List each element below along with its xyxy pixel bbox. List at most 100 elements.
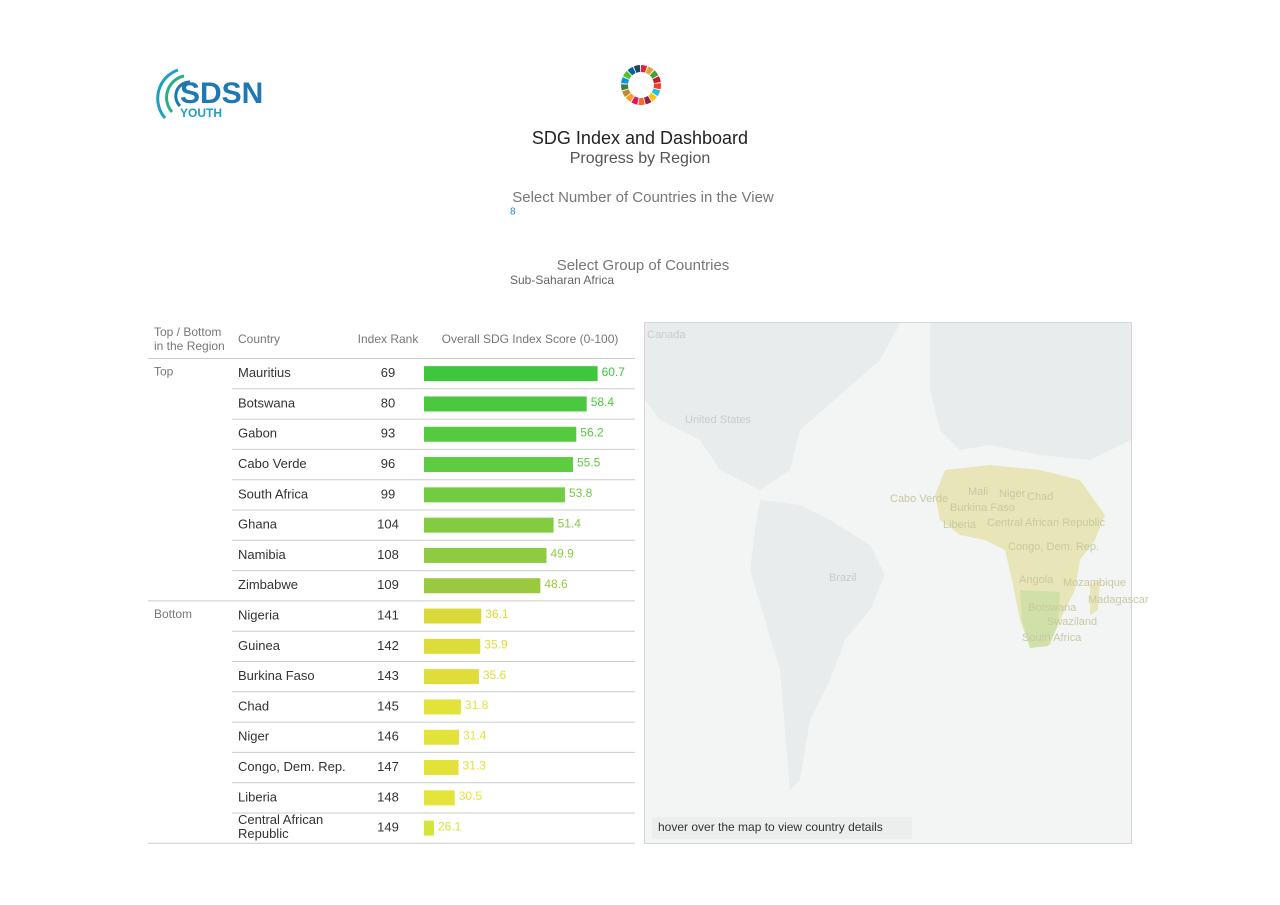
score-label: 58.4 bbox=[591, 395, 615, 409]
country: Nigeria bbox=[238, 607, 280, 622]
wheel-segment bbox=[638, 97, 645, 105]
wheel-segment bbox=[641, 65, 648, 73]
score-bar bbox=[424, 426, 577, 442]
index-rank: 142 bbox=[377, 638, 399, 653]
map-label: Congo, Dem. Rep. bbox=[1008, 541, 1099, 553]
index-rank: 99 bbox=[381, 486, 395, 501]
map-note: hover over the map to view country detai… bbox=[658, 820, 883, 834]
score-label: 51.4 bbox=[558, 516, 582, 530]
index-rank: 141 bbox=[377, 607, 399, 622]
score-bar bbox=[424, 820, 434, 836]
country: Namibia bbox=[238, 547, 286, 562]
control-value[interactable]: 8 bbox=[510, 207, 516, 218]
index-rank: 147 bbox=[377, 759, 399, 774]
country: Liberia bbox=[238, 789, 278, 804]
score-bar bbox=[424, 457, 573, 473]
index-rank: 93 bbox=[381, 426, 395, 441]
control-label: Select Group of Countries bbox=[557, 257, 730, 274]
country: Central African Republic bbox=[238, 813, 323, 842]
index-rank: 148 bbox=[377, 789, 399, 804]
score-bar bbox=[424, 608, 482, 624]
score-label: 31.4 bbox=[463, 728, 487, 742]
country: Zimbabwe bbox=[238, 577, 298, 592]
score-label: 26.1 bbox=[438, 819, 462, 833]
land bbox=[750, 500, 885, 790]
map-label: Canada bbox=[647, 329, 686, 341]
score-bar bbox=[424, 517, 554, 533]
map-label: United States bbox=[685, 414, 752, 426]
country: Chad bbox=[238, 698, 269, 713]
wheel-segment bbox=[631, 96, 639, 105]
country: South Africa bbox=[238, 486, 309, 501]
control-value[interactable]: Sub-Saharan Africa bbox=[510, 273, 614, 287]
logo-text: SDSN bbox=[180, 77, 263, 110]
country: Congo, Dem. Rep. bbox=[238, 759, 346, 774]
map-label: Cabo Verde bbox=[890, 493, 948, 505]
wheel-segment bbox=[623, 70, 632, 80]
map[interactable]: Canada United States Brazil Cabo Verde Mali N… bbox=[644, 322, 1149, 844]
score-label: 30.5 bbox=[459, 789, 483, 803]
score-label: 49.9 bbox=[551, 547, 575, 561]
score-bar bbox=[424, 729, 459, 745]
country-line: Republic bbox=[238, 827, 289, 842]
score-bar bbox=[424, 547, 547, 563]
wheel-segment bbox=[648, 92, 657, 102]
wheel-segment bbox=[652, 76, 661, 84]
wheel-segment bbox=[622, 89, 631, 98]
map-label: Burkina Faso bbox=[950, 502, 1015, 514]
column-header: Top / Bottom in the Region bbox=[154, 325, 225, 353]
score-label: 53.8 bbox=[569, 486, 593, 500]
wheel-segment bbox=[627, 66, 636, 76]
index-rank: 109 bbox=[377, 577, 399, 592]
score-label: 35.9 bbox=[484, 638, 508, 652]
score-bar bbox=[424, 790, 455, 806]
column-header-line: Top / Bottom bbox=[154, 325, 221, 339]
score-label: 35.6 bbox=[483, 668, 507, 682]
column-header-line: in the Region bbox=[154, 339, 225, 353]
score-label: 55.5 bbox=[577, 456, 601, 470]
index-rank: 149 bbox=[377, 820, 399, 835]
africa bbox=[935, 465, 1105, 648]
index-rank: 108 bbox=[377, 547, 399, 562]
country: Gabon bbox=[238, 426, 277, 441]
wheel-segment bbox=[644, 96, 652, 105]
group-label: Top bbox=[154, 365, 174, 379]
country: Burkina Faso bbox=[238, 668, 315, 683]
column-header: Country bbox=[238, 332, 280, 346]
index-rank: 104 bbox=[377, 517, 399, 532]
score-label: 60.7 bbox=[602, 365, 626, 379]
wheel-segment bbox=[651, 88, 661, 97]
country: Ghana bbox=[238, 517, 278, 532]
logo-sub: YOUTH bbox=[180, 106, 222, 120]
control-label: Select Number of Countries in the View bbox=[512, 189, 774, 206]
country: Mauritius bbox=[238, 365, 291, 380]
score-label: 56.2 bbox=[580, 425, 604, 439]
index-rank: 69 bbox=[381, 365, 395, 380]
country: Guinea bbox=[238, 638, 281, 653]
madagascar bbox=[1090, 580, 1100, 615]
score-bar bbox=[424, 578, 541, 594]
country: Niger bbox=[238, 729, 270, 744]
wheel-segment bbox=[621, 84, 629, 91]
index-rank: 145 bbox=[377, 698, 399, 713]
index-rank: 80 bbox=[381, 395, 395, 410]
map-label: Chad bbox=[1027, 491, 1053, 503]
country: Cabo Verde bbox=[238, 456, 307, 471]
africa-south bbox=[1020, 590, 1060, 648]
country: Botswana bbox=[238, 395, 296, 410]
map-note-bg bbox=[652, 817, 912, 839]
score-label: 31.8 bbox=[465, 698, 489, 712]
score-bar bbox=[424, 760, 459, 776]
land bbox=[645, 323, 900, 490]
map-label: Angola bbox=[1019, 574, 1054, 586]
map-label: Liberia bbox=[943, 519, 977, 531]
wheel-segment bbox=[625, 93, 635, 103]
sdg-wheel bbox=[621, 65, 661, 105]
map-label: South Africa bbox=[1022, 632, 1082, 644]
index-rank: 146 bbox=[377, 729, 399, 744]
map-label: Mali bbox=[968, 486, 988, 498]
table-body: Top Mauritius 69 60.7 Botswana 80 58.4 Gabon 93 5… bbox=[148, 365, 635, 844]
wheel-segment bbox=[649, 70, 659, 79]
group-label: Bottom bbox=[154, 607, 192, 621]
